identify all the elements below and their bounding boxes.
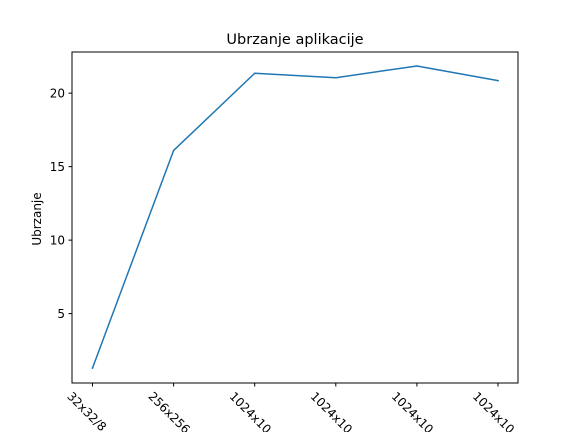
y-axis-label: Ubrzanje — [30, 192, 44, 245]
data-point — [497, 79, 499, 82]
axes-frame — [71, 51, 519, 384]
y-tick-label: 15 — [50, 160, 65, 174]
data-point — [335, 76, 337, 79]
y-tick-label: 5 — [57, 307, 65, 321]
y-tick-label: 10 — [50, 233, 65, 247]
data-point — [253, 72, 256, 75]
chart-title: Ubrzanje aplikacije — [226, 32, 363, 48]
y-tick-label: 20 — [50, 86, 65, 100]
data-point — [416, 65, 418, 67]
data-point — [172, 149, 175, 152]
data-point — [91, 367, 94, 369]
series-line — [91, 65, 499, 369]
